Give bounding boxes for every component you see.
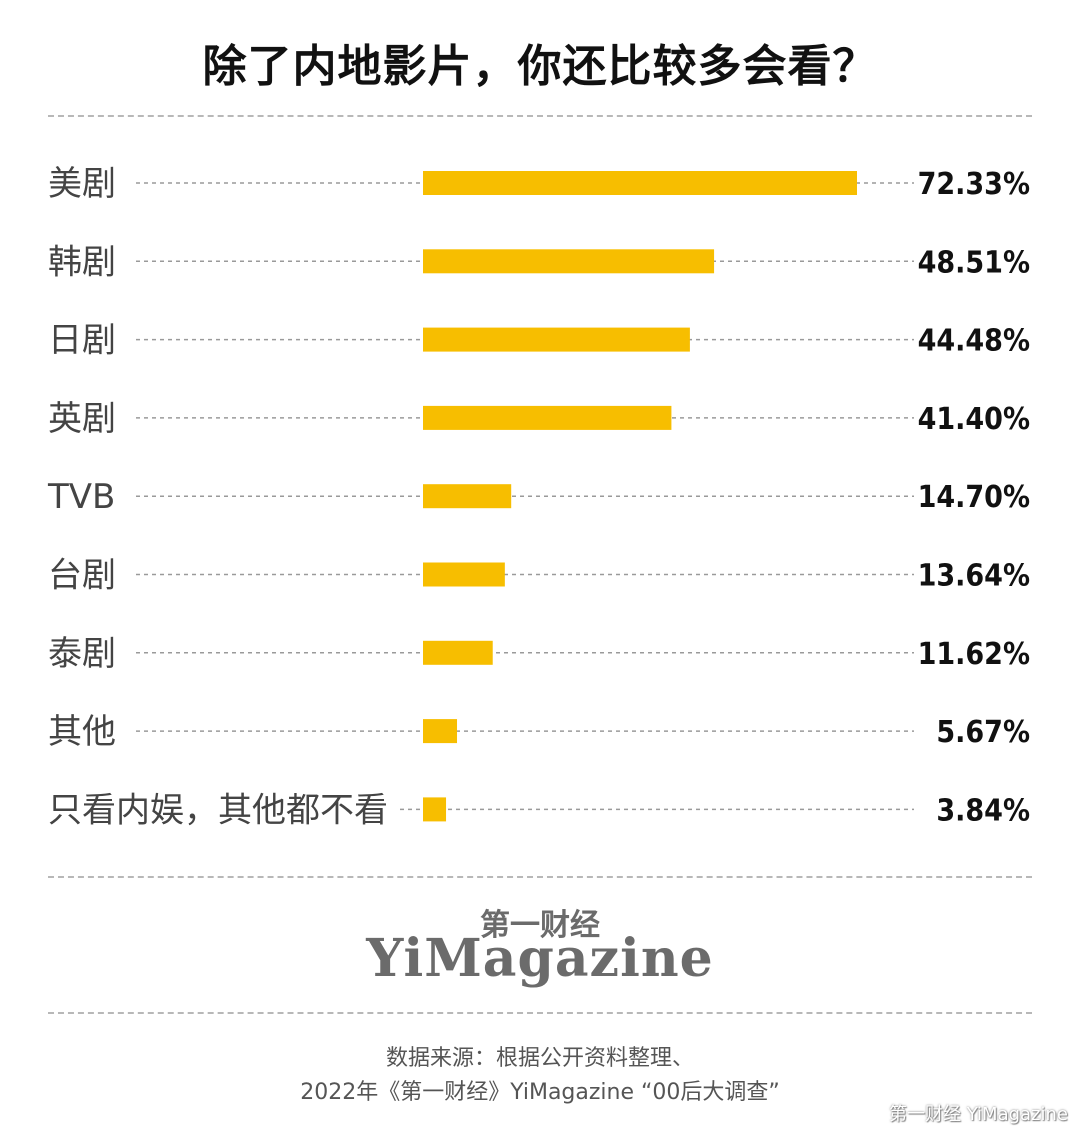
bar [423, 405, 672, 430]
value-label-mask [916, 727, 1036, 736]
bar-chart: 美剧 72.33% 韩剧 48.51% 日剧 44.48% 英剧 41.40% TVB 14.70… [47, 164, 1036, 830]
value-label-mask [916, 179, 1036, 187]
logo-english: YiMagazine [366, 928, 714, 989]
bar [423, 562, 505, 587]
value-label-mask [916, 257, 1036, 266]
label-mask [134, 806, 396, 813]
value-label: 11.62% [918, 637, 1030, 672]
value-label: 44.48% [918, 324, 1030, 359]
source-line-2: 2022年《第一财经》YiMagazine “00后大调查” [300, 1080, 780, 1105]
category-label: 美剧 [48, 164, 116, 204]
bar [423, 719, 458, 744]
value-label-mask [916, 492, 1036, 501]
value-label: 14.70% [918, 480, 1030, 515]
value-label: 3.84% [936, 793, 1030, 828]
category-label: 英剧 [48, 399, 116, 439]
bar [423, 484, 512, 509]
bar [423, 171, 857, 195]
category-label: 台剧 [48, 556, 116, 596]
chart-title: 除了内地影片，你还比较多会看？ [202, 41, 878, 92]
value-label: 41.40% [918, 402, 1030, 437]
value-label-mask [916, 570, 1036, 579]
bar [423, 640, 493, 665]
category-label: TVB [47, 477, 115, 517]
category-label: 泰剧 [48, 634, 116, 674]
value-label-mask [916, 805, 1036, 814]
category-label: 日剧 [48, 321, 116, 361]
category-label: 韩剧 [48, 242, 116, 282]
value-label-mask [916, 335, 1036, 344]
category-label: 其他 [48, 712, 116, 752]
watermark: 第一财经 YiMagazine [888, 1104, 1068, 1125]
value-label-mask [916, 648, 1036, 657]
bottom-divider [48, 1012, 1032, 1014]
value-label: 72.33% [918, 167, 1030, 202]
source-line-1: 数据来源：根据公开资料整理、 [385, 1046, 694, 1071]
value-label: 13.64% [918, 559, 1030, 594]
bar [423, 327, 690, 352]
category-label: 只看内娱，其他都不看 [48, 790, 388, 830]
logo-chinese: 第一财经 [480, 908, 600, 943]
middle-divider [48, 876, 1032, 878]
value-label: 48.51% [918, 245, 1030, 280]
value-label: 5.67% [936, 715, 1030, 750]
bar [423, 249, 715, 274]
value-label-mask [916, 413, 1036, 422]
bar [423, 797, 447, 822]
top-divider [48, 115, 1032, 117]
